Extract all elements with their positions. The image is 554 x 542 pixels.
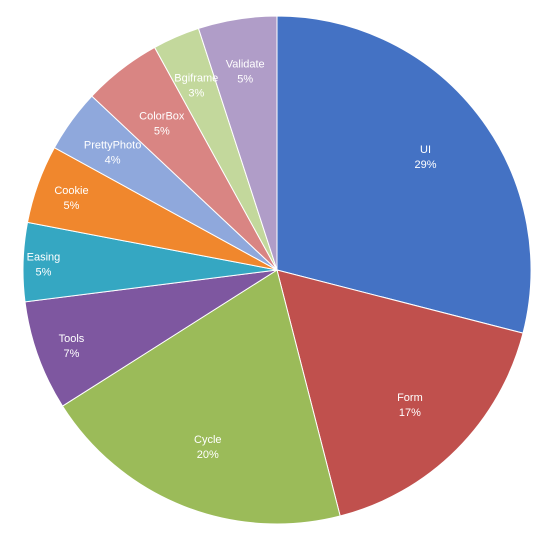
pie-labels: UI 29% Form 17% Cycle 20% Tools 7% Easing 5% Cooki…: [27, 58, 437, 460]
slice-percent-prettyphoto: 4%: [105, 155, 121, 167]
slice-percent-bgiframe: 3%: [188, 88, 204, 100]
slice-label-colorbox: ColorBox: [139, 110, 185, 122]
slice-label-tools: Tools: [59, 333, 85, 345]
slice-cycle: [61, 269, 341, 525]
slice-percent-validate: 5%: [237, 73, 253, 85]
slice-tools: [24, 269, 278, 407]
slice-ui: [276, 15, 532, 334]
slice-label-bgiframe: Bgiframe: [174, 73, 218, 85]
slice-percent-tools: 7%: [64, 348, 80, 360]
slice-label-easing: Easing: [27, 252, 61, 264]
slice-label-cycle: Cycle: [194, 434, 222, 446]
slice-percent-form: 17%: [399, 407, 421, 419]
slice-percent-ui: 29%: [415, 159, 437, 171]
pie-slices: [22, 15, 532, 525]
slice-percent-easing: 5%: [35, 267, 51, 279]
slice-form: [276, 269, 524, 517]
slice-percent-colorbox: 5%: [154, 125, 170, 137]
slice-percent-cycle: 20%: [197, 449, 219, 461]
slice-label-prettyphoto: PrettyPhoto: [84, 140, 141, 152]
slice-label-cookie: Cookie: [54, 185, 88, 197]
slice-label-validate: Validate: [226, 58, 265, 70]
slice-validate: [197, 15, 278, 271]
slice-label-form: Form: [397, 392, 423, 404]
slice-label-ui: UI: [420, 144, 431, 156]
slice-percent-cookie: 5%: [64, 200, 80, 212]
